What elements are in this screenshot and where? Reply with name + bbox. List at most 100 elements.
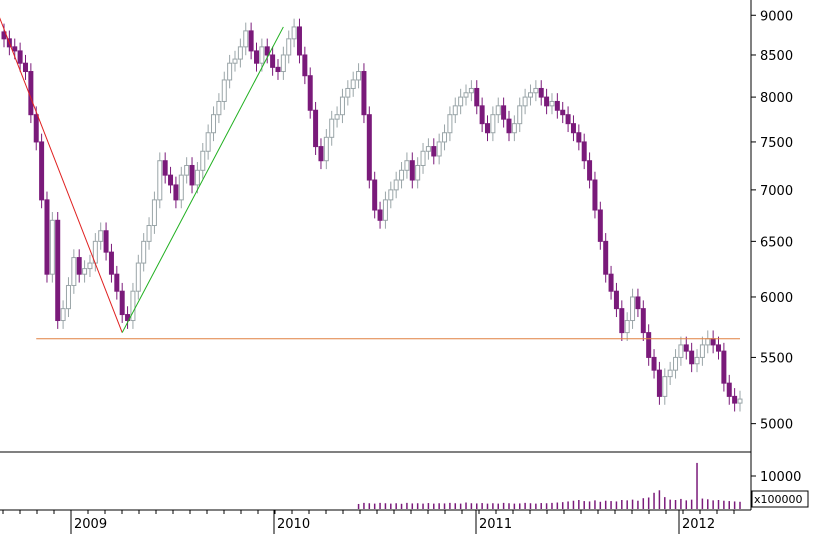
candle-body: [71, 257, 77, 286]
candle-body: [382, 199, 388, 221]
y-tick-label: 6500: [760, 235, 793, 250]
volume-unit-label: x100000: [754, 493, 803, 506]
candle-body: [157, 160, 163, 201]
candle-body: [721, 350, 727, 384]
candle-body: [565, 114, 571, 125]
candle-body: [656, 369, 662, 397]
candle-body: [146, 225, 152, 242]
candle-body: [404, 160, 410, 171]
x-axis-ticks: 2009 2010 2011 2012: [2, 510, 735, 534]
candle-body: [393, 179, 399, 191]
candle-body: [474, 87, 480, 107]
candle-body: [334, 114, 340, 120]
candle-body: [522, 96, 528, 107]
candle-body: [726, 382, 732, 397]
candle-body: [581, 141, 587, 162]
candle-body: [576, 132, 582, 143]
volume-bars-group: [357, 462, 741, 509]
y-tick-label: 5500: [760, 351, 793, 366]
candle-body: [178, 174, 184, 201]
candle-body: [270, 54, 276, 68]
candle-body: [60, 308, 66, 322]
candle-body: [554, 100, 560, 111]
candle-body: [205, 132, 211, 152]
candle-body: [65, 284, 71, 310]
candle-body: [431, 146, 437, 157]
candle-body: [673, 356, 679, 371]
candle-body: [452, 105, 458, 116]
candle-body: [651, 356, 657, 371]
y-axis-ticks: 9000 8500 8000 7500 7000 6500 6000 5500 5000: [751, 9, 793, 433]
candle-body: [162, 160, 168, 176]
x-tick-label: 2009: [74, 517, 107, 532]
candle-body: [415, 164, 421, 181]
candle-body: [232, 58, 238, 64]
volume-unit-box: [751, 490, 809, 508]
candle-body: [184, 164, 190, 176]
candle-body: [436, 141, 442, 157]
candle-body: [485, 123, 491, 134]
candle-body: [501, 105, 507, 120]
candle-body: [716, 344, 722, 352]
candle-body: [307, 75, 313, 111]
candle-body: [82, 268, 88, 275]
candle-body: [302, 54, 308, 77]
candle-body: [646, 332, 652, 358]
candle-body: [114, 273, 120, 292]
downtrend-trendline: [0, 17, 123, 333]
candle-body: [329, 118, 335, 138]
candle-body: [33, 114, 39, 143]
candle-body: [216, 100, 222, 116]
candle-body: [313, 109, 319, 148]
candle-body: [705, 338, 711, 346]
candle-body: [361, 71, 367, 116]
candle-body: [463, 92, 469, 98]
candle-body: [495, 105, 501, 116]
candle-body: [141, 240, 147, 264]
candle-body: [640, 308, 646, 334]
candle-body: [732, 395, 738, 404]
x-tick-label: 2010: [277, 517, 310, 532]
volume-axis: 10000 x100000: [751, 470, 809, 508]
candle-body: [420, 150, 426, 166]
candle-body: [388, 189, 394, 201]
candle-body: [506, 118, 512, 134]
candle-body: [619, 308, 625, 334]
candle-body: [44, 199, 50, 275]
candle-body: [17, 50, 23, 64]
candle-body: [98, 230, 104, 242]
candle-body: [613, 290, 619, 310]
y-tick-label: 9000: [760, 9, 793, 24]
candle-body: [425, 146, 431, 152]
candle-body: [667, 369, 673, 378]
candle-body: [76, 257, 82, 275]
candle-body: [597, 209, 603, 242]
candle-body: [227, 62, 233, 81]
candle-body: [468, 87, 474, 94]
candle-body: [125, 314, 131, 322]
candle-body: [377, 209, 383, 221]
candle-body: [372, 179, 378, 211]
candle-body: [243, 30, 249, 48]
candle-body: [366, 114, 372, 181]
candle-body: [22, 62, 28, 73]
candle-body: [168, 174, 174, 186]
candle-body: [356, 71, 362, 81]
candle-body: [253, 50, 259, 64]
x-tick-label: 2012: [682, 517, 715, 532]
candle-body: [103, 230, 109, 253]
candle-body: [108, 251, 114, 275]
candle-body: [280, 54, 286, 73]
candle-body: [237, 46, 243, 60]
candle-body: [517, 105, 523, 125]
candle-body: [221, 79, 227, 102]
candle-body: [533, 87, 539, 94]
candle-body: [286, 38, 292, 56]
candle-body: [345, 87, 351, 98]
candle-body: [39, 141, 45, 201]
candle-body: [339, 96, 345, 116]
candle-body: [12, 46, 18, 52]
candle-body: [662, 376, 668, 397]
y-tick-label: 5000: [760, 418, 793, 433]
